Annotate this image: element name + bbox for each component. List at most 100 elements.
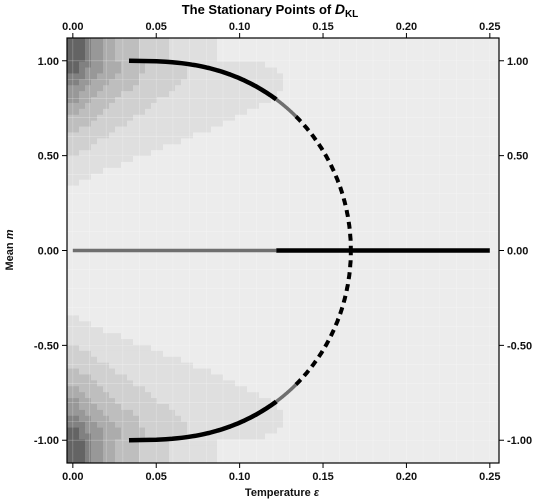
- contour-cell: [211, 415, 218, 423]
- contour-cell: [91, 256, 98, 263]
- contour-cell: [253, 344, 260, 352]
- contour-cell: [193, 220, 200, 228]
- contour-cell: [199, 439, 206, 446]
- contour-cell: [211, 150, 218, 157]
- contour-cell: [109, 67, 116, 75]
- contour-cell: [193, 108, 200, 116]
- contour-cell: [67, 55, 74, 63]
- contour-cell: [229, 350, 236, 358]
- contour-cell: [475, 161, 482, 169]
- contour-cell: [313, 138, 320, 145]
- contour-cell: [97, 85, 104, 92]
- contour-cell: [259, 333, 266, 340]
- contour-cell: [397, 55, 404, 63]
- contour-cell: [73, 67, 80, 75]
- contour-cell: [415, 315, 422, 322]
- contour-cell: [313, 427, 320, 435]
- contour-cell: [403, 333, 410, 340]
- contour-cell: [211, 49, 218, 57]
- contour-cell: [205, 203, 212, 210]
- contour-cell: [277, 427, 284, 435]
- contour-cell: [475, 150, 482, 157]
- contour-cell: [211, 303, 218, 311]
- contour-cell: [259, 97, 266, 104]
- contour-cell: [229, 215, 236, 222]
- contour-cell: [133, 85, 140, 92]
- contour-cell: [253, 61, 260, 69]
- contour-cell: [349, 79, 356, 86]
- contour-cell: [415, 439, 422, 446]
- contour-cell: [103, 321, 110, 328]
- contour-cell: [199, 102, 206, 110]
- contour-cell: [415, 386, 422, 393]
- contour-cell: [325, 167, 332, 175]
- contour-cell: [241, 297, 248, 305]
- contour-cell: [271, 79, 278, 86]
- contour-cell: [427, 333, 434, 340]
- contour-cell: [223, 132, 230, 139]
- contour-cell: [283, 297, 290, 305]
- contour-cell: [187, 97, 194, 104]
- contour-cell: [475, 108, 482, 116]
- contour-cell: [79, 161, 86, 169]
- contour-cell: [451, 439, 458, 446]
- contour-cell: [139, 156, 146, 163]
- contour-cell: [241, 197, 248, 204]
- contour-cell: [427, 362, 434, 370]
- contour-cell: [235, 67, 242, 75]
- contour-cell: [175, 138, 182, 145]
- contour-cell: [133, 374, 140, 381]
- contour-cell: [181, 333, 188, 340]
- contour-cell: [127, 79, 134, 86]
- contour-cell: [115, 457, 122, 463]
- contour-cell: [181, 209, 188, 216]
- contour-cell: [157, 386, 164, 393]
- contour-cell: [331, 303, 338, 311]
- contour-cell: [397, 173, 404, 181]
- contour-cell: [181, 144, 188, 151]
- contour-cell: [97, 445, 104, 452]
- contour-cell: [85, 285, 92, 293]
- contour-cell: [181, 191, 188, 198]
- contour-cell: [325, 262, 332, 269]
- contour-cell: [187, 362, 194, 370]
- contour-cell: [157, 120, 164, 128]
- contour-cell: [313, 344, 320, 352]
- contour-cell: [259, 309, 266, 317]
- contour-cell: [409, 297, 416, 305]
- contour-cell: [67, 97, 74, 104]
- contour-cell: [319, 232, 326, 240]
- contour-cell: [175, 108, 182, 116]
- contour-cell: [397, 327, 404, 334]
- contour-cell: [301, 161, 308, 169]
- contour-cell: [349, 55, 356, 63]
- contour-cell: [409, 274, 416, 281]
- contour-cell: [475, 256, 482, 263]
- contour-cell: [283, 285, 290, 293]
- contour-cell: [295, 97, 302, 104]
- contour-cell: [85, 232, 92, 240]
- contour-cell: [301, 232, 308, 240]
- contour-cell: [277, 79, 284, 86]
- contour-cell: [247, 156, 254, 163]
- contour-cell: [79, 185, 86, 193]
- contour-cell: [457, 398, 464, 405]
- contour-cell: [439, 244, 446, 252]
- contour-cell: [397, 285, 404, 293]
- contour-cell: [85, 120, 92, 128]
- contour-cell: [235, 226, 242, 234]
- contour-cell: [91, 43, 98, 51]
- contour-cell: [463, 344, 470, 352]
- contour-cell: [109, 427, 116, 435]
- contour-cell: [469, 220, 476, 228]
- contour-cell: [271, 138, 278, 145]
- contour-cell: [367, 451, 374, 458]
- contour-cell: [307, 61, 314, 69]
- contour-cell: [451, 398, 458, 405]
- contour-cell: [469, 274, 476, 281]
- contour-cell: [259, 327, 266, 334]
- contour-cell: [355, 262, 362, 269]
- contour-cell: [235, 49, 242, 57]
- contour-cell: [67, 226, 74, 234]
- contour-cell: [199, 344, 206, 352]
